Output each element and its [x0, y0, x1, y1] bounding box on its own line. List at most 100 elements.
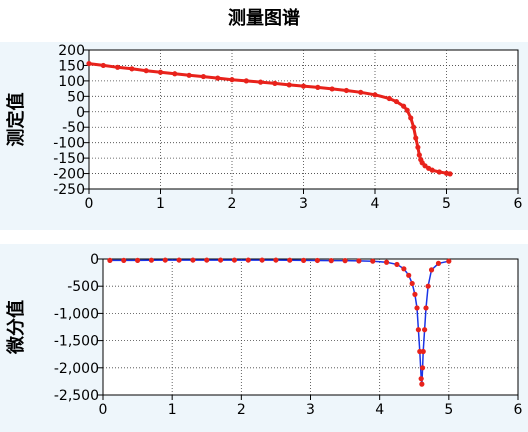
- derivative-chart-panel: 0 1 2 3 4 5 6 0 -500 -1,000 -1,500 -2,000 -2,500 微分值: [0, 244, 528, 432]
- data-point: [401, 266, 407, 272]
- data-point: [415, 327, 421, 333]
- x-tick-label: 4: [375, 402, 384, 418]
- y-tick-label: -2,000: [54, 361, 99, 377]
- data-point: [447, 171, 453, 177]
- data-point: [134, 257, 141, 263]
- y-tick-label: -2,500: [54, 388, 99, 404]
- data-point: [428, 267, 435, 273]
- data-point: [157, 69, 164, 75]
- data-point: [401, 103, 407, 109]
- data-point: [425, 283, 431, 289]
- data-point: [343, 87, 349, 94]
- y-tick-label: 200: [58, 43, 85, 59]
- data-point: [408, 115, 414, 121]
- data-point: [229, 77, 235, 83]
- data-point: [412, 291, 418, 297]
- data-point: [329, 86, 335, 92]
- data-point: [420, 348, 426, 355]
- y-tick-label: -200: [53, 167, 85, 183]
- y-tick-label: -150: [53, 151, 85, 167]
- data-point: [419, 365, 426, 371]
- data-point: [286, 82, 292, 88]
- data-point: [121, 257, 127, 263]
- x-tick-label: 2: [228, 196, 237, 212]
- y-tick-label: 100: [58, 74, 85, 90]
- data-point: [411, 124, 417, 130]
- data-point: [372, 92, 378, 98]
- data-point: [414, 305, 420, 311]
- x-tick-label: 2: [237, 402, 246, 418]
- data-point: [386, 95, 392, 102]
- data-point: [446, 258, 452, 264]
- data-point: [243, 78, 249, 84]
- data-point: [259, 257, 265, 263]
- data-point: [217, 257, 224, 263]
- data-point: [413, 135, 419, 141]
- data-point: [416, 152, 422, 158]
- y-tick-label: -250: [53, 182, 85, 198]
- data-point: [148, 257, 155, 263]
- x-tick-label: 3: [299, 196, 308, 212]
- y-tick-label: -1,500: [54, 334, 99, 350]
- data-point: [435, 260, 442, 266]
- data-point: [162, 257, 168, 263]
- data-point: [100, 62, 106, 69]
- plot-area: [102, 258, 519, 396]
- data-point: [394, 261, 400, 268]
- data-point: [300, 83, 307, 89]
- y-tick-label: -50: [62, 120, 85, 136]
- data-point: [409, 280, 415, 287]
- x-tick-label: 6: [514, 196, 523, 212]
- y-tick-label: 50: [67, 89, 85, 105]
- y-axis-label: 微分值: [5, 300, 27, 355]
- data-point: [258, 79, 264, 85]
- data-point: [172, 71, 178, 77]
- x-tick-label: 5: [442, 196, 451, 212]
- data-point: [300, 257, 307, 263]
- data-point: [287, 257, 293, 263]
- data-point: [415, 144, 421, 150]
- data-point: [231, 257, 238, 263]
- data-point: [342, 258, 348, 264]
- data-point: [423, 305, 429, 311]
- y-tick-label: 150: [58, 58, 85, 74]
- chart-title: 测量图谱: [228, 8, 300, 29]
- data-point: [215, 75, 221, 81]
- data-point: [328, 258, 334, 264]
- measured-value-chart-panel: 0 1 2 3 4 5 6 200 150 100 50 0 -50 -100 -150 -200 -250 测定…: [0, 42, 528, 230]
- data-point: [115, 64, 121, 70]
- y-tick-label: -1,000: [54, 306, 99, 322]
- data-point: [358, 89, 364, 95]
- y-tick-label: -500: [67, 279, 99, 295]
- x-tick-label: 4: [371, 196, 380, 212]
- data-point: [406, 272, 412, 278]
- data-point: [245, 257, 251, 263]
- data-point: [273, 257, 279, 263]
- data-point: [143, 68, 149, 74]
- data-point: [204, 257, 210, 263]
- data-point: [314, 257, 321, 264]
- x-tick-label: 1: [156, 196, 165, 212]
- data-point: [422, 327, 428, 333]
- measured-value-chart: 0 1 2 3 4 5 6200150100500-50-100-150-200-250测定…: [5, 43, 523, 212]
- data-point: [393, 98, 400, 105]
- x-tick-label: 5: [444, 402, 453, 418]
- x-tick-label: 0: [85, 196, 94, 212]
- data-point: [186, 72, 192, 78]
- y-axis-label: 测定值: [5, 93, 27, 147]
- data-point: [436, 169, 442, 175]
- y-tick-label: -100: [53, 136, 85, 152]
- data-point: [272, 80, 278, 86]
- data-point: [383, 259, 390, 265]
- data-point: [404, 107, 410, 113]
- data-point: [315, 84, 321, 90]
- data-point: [419, 381, 425, 387]
- data-point: [356, 258, 362, 264]
- data-point: [176, 257, 182, 263]
- data-point: [107, 257, 113, 263]
- data-point: [129, 66, 135, 72]
- data-point: [418, 376, 424, 382]
- data-point: [190, 257, 196, 263]
- x-tick-label: 0: [99, 402, 108, 418]
- data-point: [86, 60, 92, 67]
